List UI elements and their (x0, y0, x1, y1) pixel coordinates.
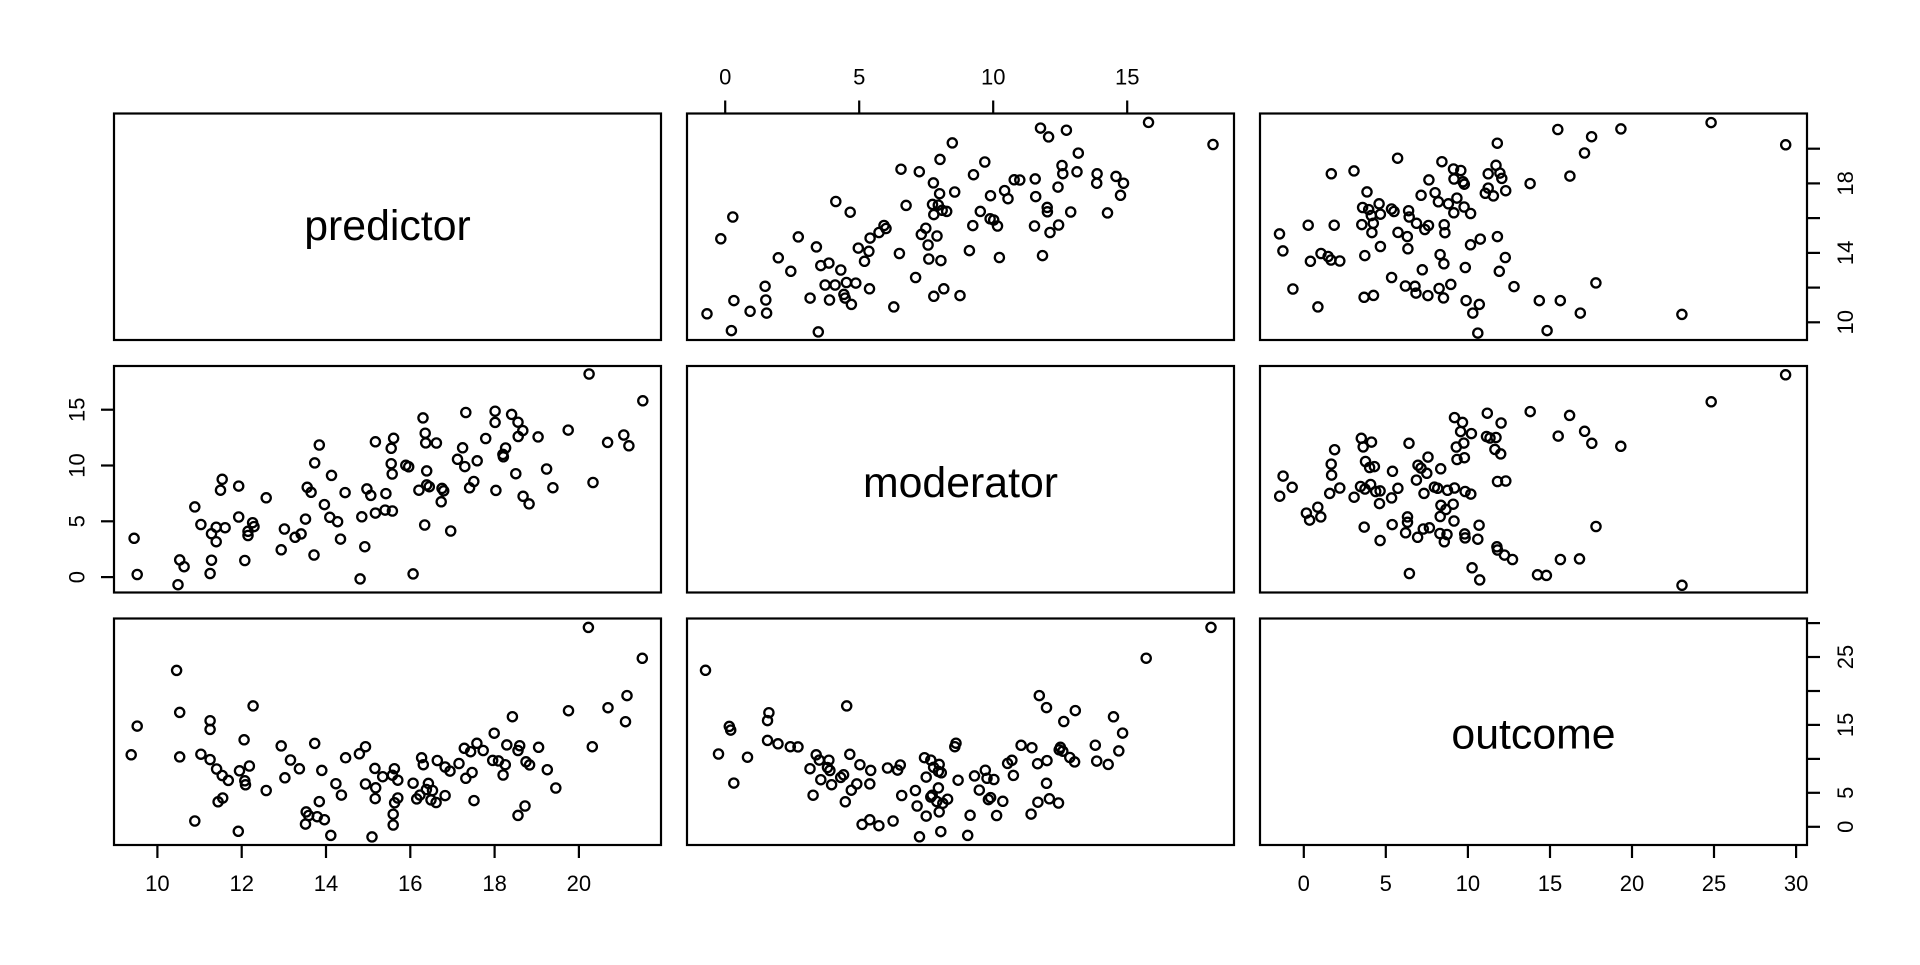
svg-text:10: 10 (981, 65, 1005, 90)
svg-text:outcome: outcome (1451, 710, 1615, 758)
svg-text:18: 18 (1833, 171, 1858, 195)
svg-text:12: 12 (229, 871, 253, 896)
svg-text:15: 15 (65, 397, 90, 421)
svg-text:14: 14 (314, 871, 338, 896)
svg-text:10: 10 (65, 453, 90, 477)
svg-text:16: 16 (398, 871, 422, 896)
svg-text:0: 0 (1298, 871, 1310, 896)
svg-text:15: 15 (1833, 713, 1858, 737)
svg-text:0: 0 (65, 571, 90, 583)
svg-text:5: 5 (65, 515, 90, 527)
svg-text:14: 14 (1833, 241, 1858, 265)
svg-text:15: 15 (1538, 871, 1562, 896)
svg-text:10: 10 (1833, 310, 1858, 334)
svg-text:10: 10 (145, 871, 169, 896)
svg-text:25: 25 (1833, 645, 1858, 669)
svg-text:moderator: moderator (863, 459, 1058, 507)
svg-text:20: 20 (567, 871, 591, 896)
svg-text:20: 20 (1620, 871, 1644, 896)
svg-text:5: 5 (1380, 871, 1392, 896)
svg-text:18: 18 (482, 871, 506, 896)
svg-text:25: 25 (1702, 871, 1726, 896)
svg-text:5: 5 (1833, 787, 1858, 799)
svg-text:0: 0 (1833, 821, 1858, 833)
svg-text:30: 30 (1784, 871, 1808, 896)
svg-text:0: 0 (719, 65, 731, 90)
svg-text:5: 5 (853, 65, 865, 90)
svg-text:15: 15 (1115, 65, 1139, 90)
svg-text:10: 10 (1456, 871, 1480, 896)
svg-text:predictor: predictor (304, 202, 471, 250)
